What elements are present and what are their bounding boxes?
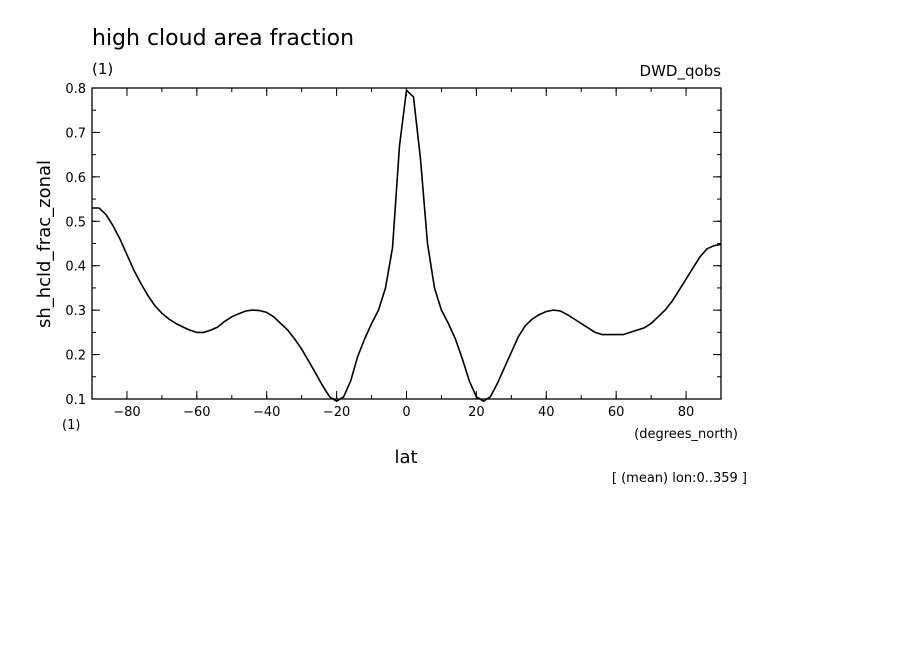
x-tick-label: 0 bbox=[402, 405, 410, 420]
x-axis-label: lat bbox=[394, 447, 417, 468]
plot-frame bbox=[91, 87, 722, 400]
y-tick-label: 0.8 bbox=[65, 82, 86, 97]
chart-title: high cloud area fraction bbox=[92, 26, 354, 51]
x-tick-label: 80 bbox=[678, 405, 695, 420]
y-tick-label: 0.6 bbox=[65, 171, 86, 186]
x-tick-label: −60 bbox=[183, 405, 210, 420]
averaging-annotation: [ (mean) lon:0..359 ] bbox=[612, 471, 747, 486]
x-tick-label: −80 bbox=[113, 405, 140, 420]
title-units: (1) bbox=[92, 60, 113, 78]
x-tick-label: −40 bbox=[253, 405, 280, 420]
y-tick-label: 0.1 bbox=[65, 393, 86, 408]
axis-tick-labels: −80 −60 −40 −20 0 20 40 60 80 0.1 0.2 0.3 0.4 0.5 0.6 0… bbox=[65, 82, 694, 420]
x-axis-units: (degrees_north) bbox=[634, 427, 738, 442]
x-tick-label: 20 bbox=[468, 405, 485, 420]
y-tick-label: 0.2 bbox=[65, 349, 86, 364]
x-tick-label: 60 bbox=[608, 405, 625, 420]
dataset-name: DWD_qobs bbox=[640, 62, 722, 81]
x-tick-label: −20 bbox=[323, 405, 350, 420]
y-axis-label: sh_hcld_frac_zonal bbox=[34, 160, 55, 328]
y-tick-label: 0.3 bbox=[65, 304, 86, 319]
y-axis-units: (1) bbox=[62, 418, 80, 433]
x-tick-label: 40 bbox=[538, 405, 555, 420]
y-tick-label: 0.7 bbox=[65, 126, 86, 141]
series-line-hcld-zonal bbox=[92, 89, 722, 402]
y-tick-label: 0.5 bbox=[65, 215, 86, 230]
y-tick-label: 0.4 bbox=[65, 260, 86, 275]
axis-ticks bbox=[91, 87, 722, 400]
